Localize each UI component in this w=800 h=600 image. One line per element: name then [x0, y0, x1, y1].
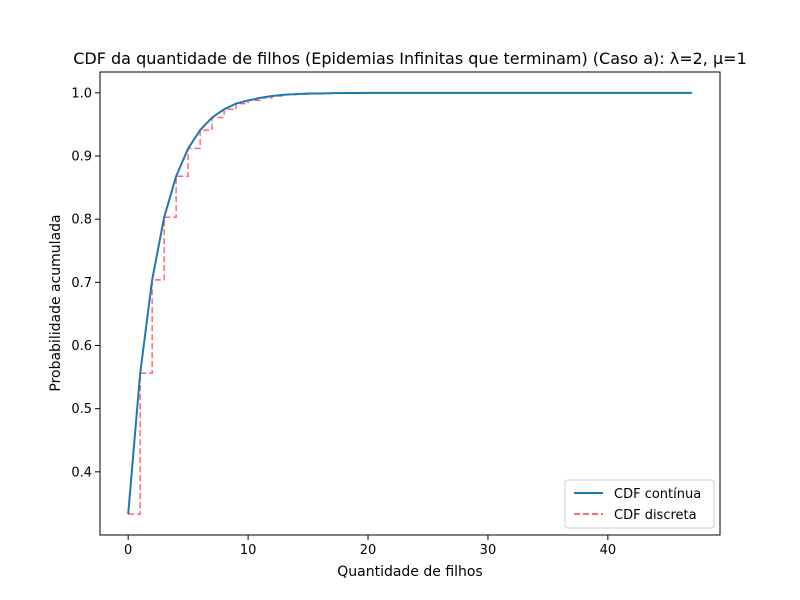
y-tick-label: 0.5	[71, 402, 92, 417]
x-tick-label: 40	[600, 543, 617, 558]
y-tick-label: 1.0	[71, 86, 92, 101]
plot-frame	[99, 71, 721, 536]
x-tick-label: 10	[240, 543, 257, 558]
y-axis-title: Probabilidade acumulada	[48, 214, 64, 391]
legend-label-cdf-continua: CDF contínua	[614, 487, 701, 502]
x-tick-label: 20	[360, 543, 377, 558]
y-tick-label: 0.8	[71, 213, 92, 228]
legend-label-cdf-discreta: CDF discreta	[614, 508, 697, 523]
x-tick-label: 30	[480, 543, 497, 558]
x-axis-title: Quantidade de filhos	[337, 564, 483, 580]
legend: CDF contínua CDF discreta	[564, 479, 715, 529]
series-cdf-discreta	[128, 92, 692, 515]
y-tick-label: 0.9	[71, 150, 92, 165]
x-axis: 0 10 20 30 40	[124, 535, 616, 558]
y-tick-label: 0.7	[71, 276, 92, 291]
chart-title: CDF da quantidade de filhos (Epidemias I…	[73, 49, 747, 68]
x-tick-label: 0	[124, 543, 132, 558]
y-axis: 0.4 0.5 0.6 0.7 0.8 0.9 1.0	[71, 86, 100, 480]
y-tick-label: 0.6	[71, 339, 92, 354]
series-cdf-continua	[127, 91, 692, 515]
y-tick-label: 0.4	[71, 465, 92, 480]
plot-area	[127, 91, 692, 515]
